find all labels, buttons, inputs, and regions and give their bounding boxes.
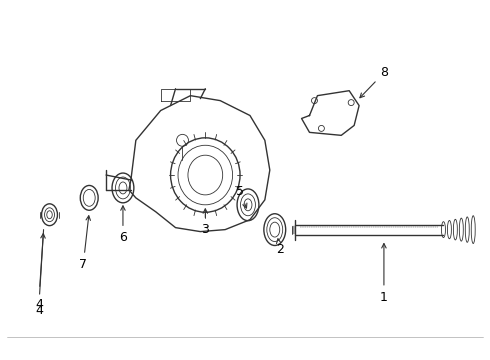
- Text: 7: 7: [79, 216, 91, 271]
- Polygon shape: [301, 91, 359, 135]
- Text: 3: 3: [201, 209, 209, 236]
- Text: 1: 1: [380, 244, 388, 303]
- Text: 4: 4: [36, 297, 44, 311]
- Text: 6: 6: [119, 206, 127, 244]
- Text: 4: 4: [36, 304, 44, 317]
- Polygon shape: [129, 96, 270, 231]
- Polygon shape: [161, 89, 191, 100]
- Text: 2: 2: [276, 239, 284, 256]
- Text: 5: 5: [236, 185, 247, 208]
- Text: 8: 8: [360, 66, 388, 98]
